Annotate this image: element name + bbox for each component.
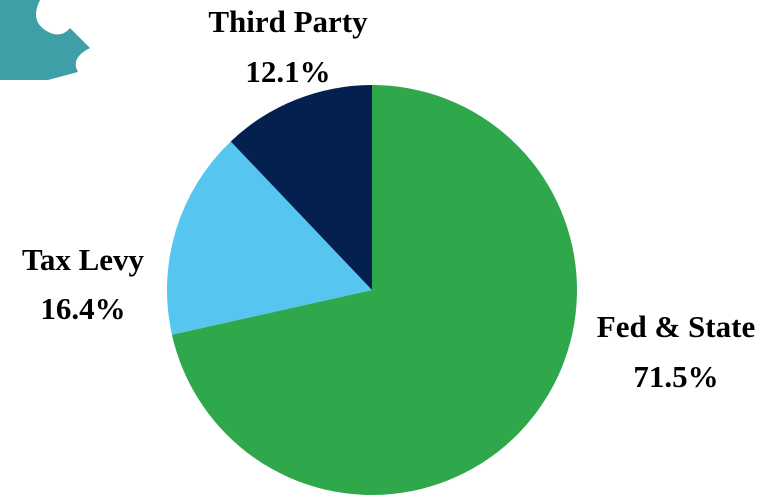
slice-value-label: 71.5% xyxy=(633,359,718,394)
puzzle-icon xyxy=(0,0,90,80)
slice-value-label: 16.4% xyxy=(40,291,125,326)
slice-category-label: Tax Levy xyxy=(22,242,145,277)
pie-slice xyxy=(167,141,372,335)
slice-category-label: Third Party xyxy=(208,4,368,39)
pie-slice xyxy=(171,85,577,495)
slice-category-label: Fed & State xyxy=(597,309,755,344)
pie-slice xyxy=(230,85,372,290)
slice-value-label: 12.1% xyxy=(245,54,330,89)
